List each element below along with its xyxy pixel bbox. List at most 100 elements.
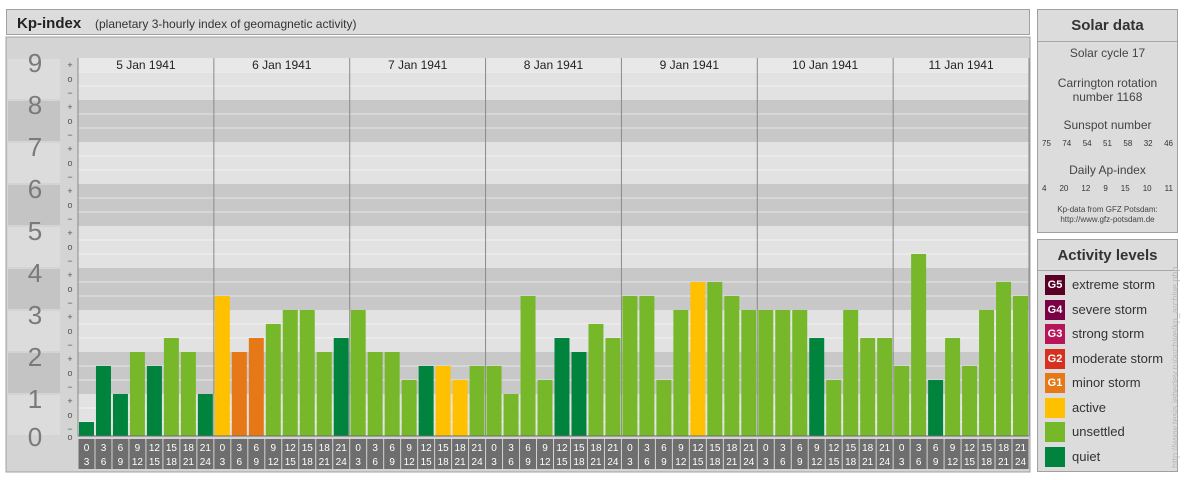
chart-subtitle: (planetary 3-hourly index of geomagnetic… xyxy=(95,17,357,31)
interval-end-label: 9 xyxy=(525,457,531,468)
minor-tick-label: + xyxy=(67,102,72,112)
interval-start-label: 18 xyxy=(862,443,874,454)
kp-bar xyxy=(962,365,978,436)
interval-start-label: 15 xyxy=(438,443,450,454)
interval-start-label: 0 xyxy=(491,443,497,454)
minor-tick-label: + xyxy=(67,270,72,280)
interval-start-label: 18 xyxy=(726,443,738,454)
interval-end-label: 6 xyxy=(780,457,786,468)
kp-bar xyxy=(673,310,689,436)
legend-label: severe storm xyxy=(1072,301,1148,317)
interval-end-label: 12 xyxy=(675,457,687,468)
kp-label-band xyxy=(8,143,60,183)
kp-bar xyxy=(316,352,332,436)
interval-label-box xyxy=(384,439,401,469)
sunspot-numbers: 75 74 54 51 58 32 46 xyxy=(1042,139,1173,148)
interval-start-label: 18 xyxy=(455,443,467,454)
legend-label: quiet xyxy=(1072,448,1101,464)
interval-end-label: 3 xyxy=(899,457,905,468)
interval-label-box xyxy=(78,439,95,469)
interval-label-box xyxy=(316,439,333,469)
interval-start-label: 21 xyxy=(200,443,212,454)
interval-end-label: 12 xyxy=(539,457,551,468)
interval-label-box xyxy=(452,439,469,469)
sunspot-number: 74 xyxy=(1062,139,1072,148)
interval-start-label: 21 xyxy=(607,443,619,454)
interval-end-label: 15 xyxy=(692,457,704,468)
interval-start-label: 12 xyxy=(556,443,568,454)
interval-start-label: 6 xyxy=(389,443,395,454)
kp-bar xyxy=(435,365,451,436)
carrington-rotation-number: number 1168 xyxy=(1072,90,1143,104)
kp-bar xyxy=(877,338,893,436)
kp-bar xyxy=(843,310,859,436)
interval-label-box xyxy=(774,439,791,469)
interval-end-label: 18 xyxy=(981,457,993,468)
sunspot-number: 58 xyxy=(1123,139,1133,148)
interval-start-label: 21 xyxy=(743,443,755,454)
interval-end-label: 21 xyxy=(998,457,1010,468)
interval-end-label: 3 xyxy=(763,457,769,468)
solar-data-panel: Solar data Solar cycle 17 Carrington rot… xyxy=(1037,9,1178,233)
interval-start-label: 9 xyxy=(814,443,820,454)
kp-bar xyxy=(163,338,179,436)
interval-start-label: 15 xyxy=(166,443,178,454)
interval-label-box xyxy=(333,439,350,469)
kp-bar xyxy=(758,310,774,436)
activity-levels-panel: Activity levels G5 extreme storm G4 severe … xyxy=(1037,239,1178,472)
interval-start-label: 9 xyxy=(406,443,412,454)
interval-start-label: 15 xyxy=(573,443,585,454)
minor-tick-label: + xyxy=(67,396,72,406)
watermark: http://www.tesis.lebedev.ru/archive/kp_a… xyxy=(1170,266,1180,468)
kp-bar xyxy=(554,338,570,436)
interval-label-box xyxy=(910,439,927,469)
sunspot-number: 54 xyxy=(1082,139,1092,148)
minor-tick-label: − xyxy=(67,88,72,98)
interval-end-label: 12 xyxy=(947,457,959,468)
interval-end-label: 24 xyxy=(1015,457,1027,468)
interval-start-label: 12 xyxy=(964,443,976,454)
minor-tick-label: o xyxy=(67,410,72,420)
chart-title: Kp-index xyxy=(17,15,82,32)
legend-swatch: G2 xyxy=(1045,348,1065,369)
kp-label-band xyxy=(8,185,60,225)
interval-end-label: 24 xyxy=(336,457,348,468)
sunspot-number: 32 xyxy=(1143,139,1153,148)
minor-tick-label: o xyxy=(67,432,72,442)
interval-start-label: 18 xyxy=(998,443,1010,454)
y-tick-label: 6 xyxy=(28,174,42,204)
interval-start-label: 6 xyxy=(254,443,260,454)
interval-start-label: 0 xyxy=(627,443,633,454)
interval-label-box xyxy=(757,439,774,469)
interval-label-box xyxy=(723,439,740,469)
legend-label: minor storm xyxy=(1072,375,1141,390)
legend-swatch: G5 xyxy=(1045,275,1065,295)
kp-bar xyxy=(350,310,366,436)
interval-label-box xyxy=(927,439,944,469)
interval-start-label: 15 xyxy=(845,443,857,454)
interval-label-box xyxy=(265,439,282,469)
interval-end-label: 9 xyxy=(118,457,124,468)
interval-end-label: 21 xyxy=(455,457,467,468)
interval-label-box xyxy=(621,439,638,469)
divider xyxy=(1038,41,1177,42)
kp-bar xyxy=(1013,296,1028,436)
interval-start-label: 9 xyxy=(271,443,277,454)
interval-end-label: 24 xyxy=(743,457,755,468)
interval-label-box xyxy=(638,439,655,469)
interval-end-label: 3 xyxy=(627,457,633,468)
interval-end-label: 18 xyxy=(709,457,721,468)
interval-label-box xyxy=(282,439,299,469)
kp-bar xyxy=(860,338,876,436)
interval-end-label: 3 xyxy=(84,457,90,468)
legend-label: unsettled xyxy=(1072,424,1125,439)
interval-label-box xyxy=(163,439,180,469)
minor-tick-label: + xyxy=(67,312,72,322)
y-tick-label: 4 xyxy=(28,258,42,288)
interval-end-label: 12 xyxy=(132,457,144,468)
kp-bar xyxy=(503,394,519,436)
sunspot-number: 51 xyxy=(1103,139,1112,148)
interval-label-box xyxy=(537,439,553,469)
kp-bar xyxy=(979,310,995,436)
interval-start-label: 3 xyxy=(644,443,650,454)
